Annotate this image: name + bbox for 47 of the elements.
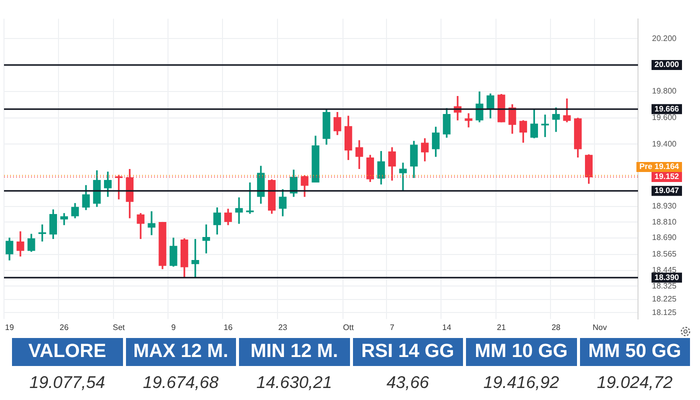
y-tick-label: 19.800 — [652, 86, 678, 96]
text: RSI 14 GG — [352, 338, 463, 366]
text: MM 10 GG — [466, 338, 576, 366]
text: 19.674,68 — [142, 372, 220, 394]
x-tick-label: 19 — [5, 323, 14, 332]
candlestick — [399, 162, 407, 192]
ref-line-label: 19.047 — [654, 186, 680, 196]
text: 19.077,54 — [28, 372, 106, 394]
ref-line-label: Pre 19.164 — [639, 162, 680, 172]
x-tick-label: Nov — [592, 323, 607, 332]
candlestick — [464, 113, 472, 128]
x-tick-label: 21 — [496, 323, 506, 332]
ref-line-label: 19.666 — [654, 104, 680, 114]
text: 19.024,72 — [596, 372, 674, 394]
y-tick-label: 18.125 — [652, 308, 678, 317]
text: 14.630,21 — [255, 372, 334, 394]
x-tick-label: 9 — [171, 323, 176, 332]
y-tick-label: 18.445 — [652, 266, 678, 275]
text: MAX 12 M. — [126, 338, 236, 366]
candlestick — [235, 197, 243, 224]
x-tick-label: Set — [112, 323, 126, 332]
x-tick-label: Ott — [342, 323, 354, 332]
y-tick-label: 18.325 — [652, 281, 678, 290]
candlestick — [246, 182, 254, 214]
x-tick-label: 16 — [224, 323, 234, 332]
y-tick-label: 18.690 — [652, 233, 678, 242]
text: 19.416,92 — [482, 372, 560, 394]
x-tick-label: 26 — [60, 323, 70, 332]
y-tick-label: 18.930 — [652, 202, 678, 211]
y-tick-label: 20.200 — [652, 34, 678, 43]
text: 43,66 — [385, 372, 430, 394]
y-tick-label: 19.400 — [652, 139, 678, 148]
x-tick-label: 28 — [552, 323, 562, 332]
ref-line-label: 20.000 — [654, 60, 680, 70]
x-tick-label: 23 — [278, 323, 288, 332]
text: VALORE — [12, 338, 122, 366]
candlestick — [148, 211, 156, 236]
ref-line-label: 18.390 — [654, 272, 680, 282]
y-tick-label: 18.225 — [652, 294, 678, 304]
text: MIN 12 M. — [239, 338, 350, 366]
ref-line-label: 19.152 — [654, 172, 680, 182]
y-tick-label: 19.600 — [652, 113, 678, 122]
x-tick-label: 7 — [390, 323, 395, 332]
text: MM 50 GG — [580, 338, 690, 366]
y-tick-label: 18.565 — [652, 250, 678, 259]
y-tick-label: 18.810 — [652, 217, 678, 226]
x-tick-label: 14 — [442, 323, 452, 332]
